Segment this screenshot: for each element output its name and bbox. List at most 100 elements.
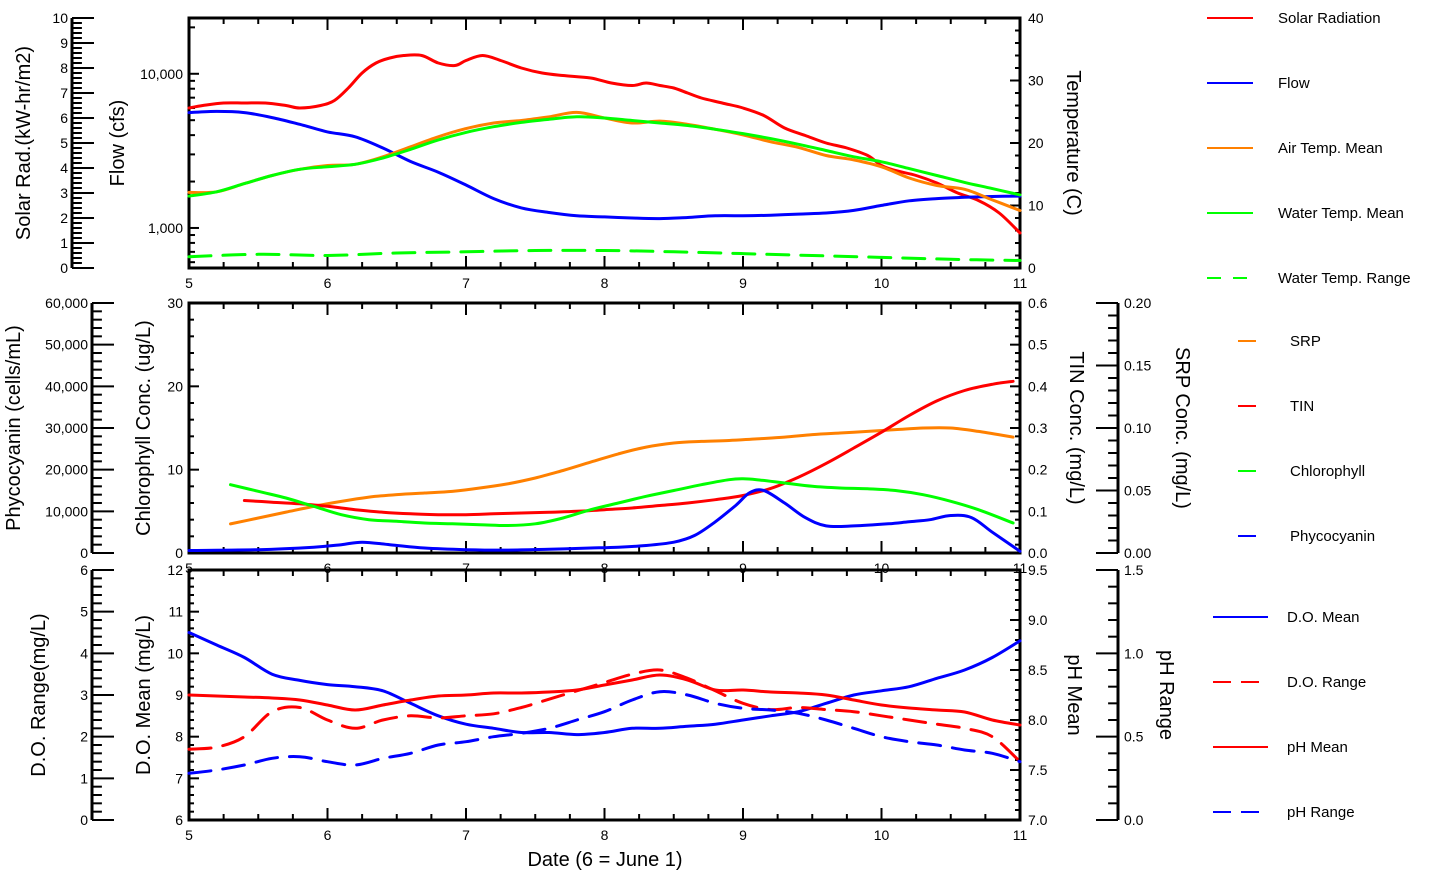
y-tick-label: 3 [80,687,88,703]
y-tick-label: 30 [167,295,183,311]
series-flow [187,109,1022,221]
y-tick-label: 40 [1028,10,1044,26]
y-tick-label: 8.0 [1028,712,1048,728]
legend-item: Water Temp. Range [1207,270,1411,287]
y-tick-label: 7.5 [1028,762,1048,778]
y-axis-label: TIN Conc. (mg/L) [1065,351,1087,504]
series-srp [229,426,1015,526]
y-tick-label: 8 [60,60,68,76]
plot-frame [187,568,1022,822]
legend-label: Solar Radiation [1278,10,1381,27]
series-d-o-mean [187,631,1022,737]
y-tick-label: 11 [168,604,183,620]
y-tick-label: 50,000 [45,337,88,353]
legend-top: Solar Radiation Flow Air Temp. Mean Water T… [1207,10,1411,287]
x-tick-label: 8 [601,827,609,843]
x-tick-label: 9 [739,560,747,576]
y-tick-label: 0.5 [1028,337,1048,353]
y-tick-label: 0.15 [1124,358,1151,374]
x-tick-label: 8 [601,560,609,576]
y-tick-label: 60,000 [45,295,88,311]
y-tick-label: 0.05 [1124,483,1151,499]
legend-label: D.O. Mean [1287,609,1360,626]
y-tick-label: 0.6 [1028,295,1048,311]
y-tick-label: 0.0 [1028,545,1048,561]
y-tick-label: 20 [1028,135,1044,151]
y-tick-label: 0.2 [1028,462,1048,478]
y-tick-label: 40,000 [45,378,88,394]
y-tick-label: 7 [60,85,68,101]
y-axis-flow: 1,000 10,000 Flow (cfs) [107,26,199,264]
x-tick-label: 10 [874,275,890,291]
series-ph-mean [187,673,1022,727]
y-tick-label: 0.3 [1028,420,1048,436]
x-tick-label: 5 [185,827,193,843]
series-water-temp-range [187,248,1022,262]
legend-label: pH Mean [1287,739,1348,756]
y-tick-label: 1 [80,770,88,786]
y-tick-label: 8 [175,729,183,745]
plot-frame [187,301,1022,555]
legend-label: Phycocyanin [1290,528,1375,545]
y-axis-phyco: 0 10,000 20,000 30,000 40,000 50,000 60,000 Phy… [3,295,114,561]
y-tick-label: 20 [167,378,183,394]
y-axis-label: Flow (cfs) [107,100,129,187]
y-tick-label: 6 [60,110,68,126]
x-tick-label: 11 [1013,827,1028,843]
y-axis-dom: 6 7 8 9 10 11 12 D.O. Mean (mg/L) [133,562,199,828]
y-axis-label: SRP Conc. (mg/L) [1171,347,1193,509]
legend-item: Water Temp. Mean [1207,205,1404,222]
y-tick-label: 0 [1028,260,1036,276]
legend-item: Phycocyanin [1238,528,1375,545]
series-d-o-range [187,668,1022,764]
y-axis-dor: 0 1 2 3 4 5 6 D.O. Range(mg/L) [28,562,114,828]
series-tin [242,379,1015,517]
legend-label: Water Temp. Range [1278,270,1411,287]
y-axis-tin: 0.0 0.1 0.2 0.3 0.4 0.5 0.6 TIN Conc. (mg/L) [1010,295,1087,561]
legend-item: pH Range [1213,804,1355,821]
legend-item: D.O. Mean [1213,609,1360,626]
series-chlorophyll [229,477,1015,528]
y-tick-label: 8.5 [1028,662,1048,678]
legend-label: pH Range [1287,804,1355,821]
x-tick-label: 7 [462,827,470,843]
y-axis-label: D.O. Mean (mg/L) [133,615,155,775]
y-tick-label: 10 [1028,198,1044,214]
x-tick-label: 6 [324,827,332,843]
x-axis-label: Date (6 = June 1) [527,849,682,871]
legend-label: Chlorophyll [1290,463,1365,480]
legend-label: Flow [1278,75,1310,92]
y-axis-label: Temperature (C) [1062,70,1084,216]
series-solar-radiation [187,53,1022,235]
y-tick-label: 1.0 [1124,645,1144,661]
y-tick-label: 1,000 [148,220,183,236]
y-axis-srp: 0.00 0.05 0.10 0.15 0.20 SRP Conc. (mg/L) [1096,295,1193,561]
y-tick-label: 20,000 [45,462,88,478]
x-tick-label: 8 [601,275,609,291]
legend-bottom: D.O. Mean D.O. Range pH Mean pH Range [1213,609,1366,821]
series-ph-range [187,690,1022,775]
y-axis-label: pH Mean [1063,654,1085,735]
y-tick-label: 0 [80,545,88,561]
x-tick-label: 7 [462,275,470,291]
legend-item: Air Temp. Mean [1207,140,1383,157]
series-phycocyanin [187,488,1022,553]
y-tick-label: 4 [80,645,88,661]
legend-label: D.O. Range [1287,674,1366,691]
y-axis-chl: 0 10 20 30 Chlorophyll Conc. (ug/L) [133,295,199,561]
y-tick-label: 3 [60,185,68,201]
y-tick-label: 1.5 [1124,562,1144,578]
legend-item: Flow [1207,75,1310,92]
y-tick-label: 0.5 [1124,729,1144,745]
y-tick-label: 30,000 [45,420,88,436]
y-tick-label: 9.0 [1028,612,1048,628]
y-axis-label: Solar Rad.(kW-hr/m2) [13,46,35,240]
y-tick-label: 0.0 [1124,812,1144,828]
y-tick-label: 9 [60,35,68,51]
legend-item: pH Mean [1213,739,1348,756]
legend-item: Solar Radiation [1207,10,1381,27]
y-tick-label: 10 [167,645,183,661]
